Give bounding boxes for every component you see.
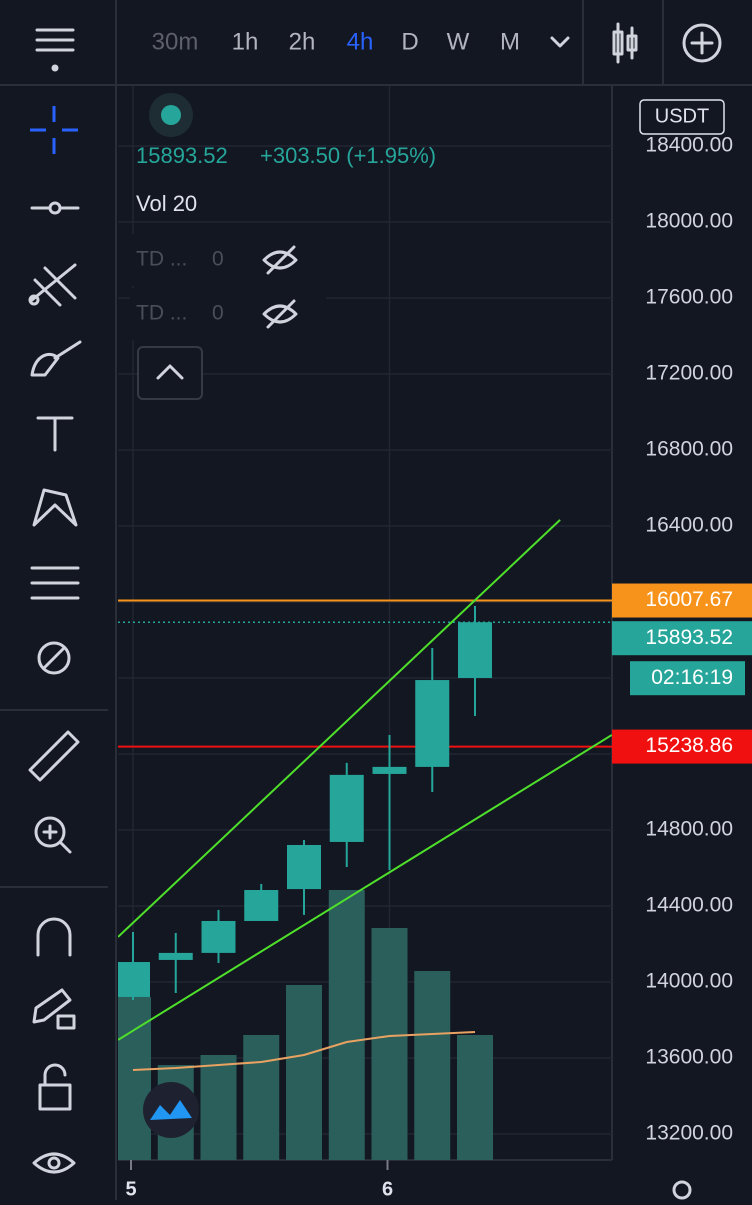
indicator-name: TD ... (136, 302, 187, 325)
logo (150, 1100, 192, 1120)
interval-group: 30m 1h 2h 4h D W M (152, 28, 520, 55)
candle-body (458, 622, 492, 678)
fib-tool[interactable] (30, 566, 80, 600)
candle-body (287, 844, 321, 890)
last-price: 15893.52 (136, 143, 228, 168)
indicator-value: 0 (212, 302, 224, 325)
lock-tool[interactable] (38, 1063, 72, 1111)
currency: USDT (655, 105, 709, 127)
volume-bar (457, 1035, 493, 1160)
volume-bar (414, 971, 451, 1160)
last-price-tag-label: 15893.52 (645, 626, 733, 649)
trendline (118, 734, 612, 1041)
status-dot (161, 105, 181, 125)
candle-body (118, 962, 150, 997)
price-tag-label: 15238.86 (645, 734, 733, 757)
settings-button[interactable] (672, 1180, 692, 1200)
y-tick-label: 18000.00 (645, 210, 733, 233)
y-tick-label: 14000.00 (645, 970, 733, 993)
price-change: +303.50 (+1.95%) (260, 143, 436, 168)
brush-tool[interactable] (30, 340, 82, 377)
volume-bar (328, 890, 365, 1160)
interval[interactable]: 30m (152, 28, 199, 55)
crosshair-tool[interactable] (30, 106, 78, 154)
pattern-tool[interactable] (32, 488, 78, 527)
x-tick-label: 6 (382, 1178, 393, 1200)
eye-strike (266, 245, 296, 275)
indicator-row (130, 288, 326, 340)
zoom-tool[interactable] (34, 816, 72, 854)
y-tick-label: 16400.00 (645, 514, 733, 537)
interval[interactable]: W (447, 28, 470, 55)
interval[interactable]: 4h (347, 28, 374, 55)
interval[interactable]: D (401, 28, 418, 55)
y-tick-label: 17200.00 (645, 362, 733, 385)
chart-type-button[interactable] (612, 22, 638, 64)
hidden-toggle[interactable] (262, 245, 298, 275)
volume-legend: Vol 20 (136, 191, 197, 216)
y-tick-label: 16800.00 (645, 438, 733, 461)
price-tag (612, 583, 752, 618)
countdown: 02:16:19 (651, 666, 733, 689)
price-axis: 13200.00 13600.00 14000.00 14400.00 14800.00… (612, 134, 752, 1145)
add-indicator-button[interactable] (682, 23, 722, 63)
interval-dropdown[interactable] (550, 36, 570, 48)
horizontal-line-tool[interactable] (30, 201, 80, 215)
last-price-tag (612, 621, 752, 656)
candle-body (415, 680, 450, 767)
hidden-toggle[interactable] (262, 299, 298, 329)
indicator-name: TD ... (136, 248, 187, 271)
indicator-row (130, 234, 326, 286)
volume-bar (371, 928, 408, 1160)
volume-bar (243, 1035, 280, 1160)
price-tag-label: 16007.67 (645, 588, 733, 611)
visibility-tool[interactable] (32, 1152, 76, 1174)
text-tool[interactable] (36, 416, 74, 452)
volume-ma (132, 1031, 476, 1071)
volume-bar (286, 985, 322, 1160)
y-tick-label: 18400.00 (645, 134, 733, 157)
y-tick-label: 17600.00 (645, 286, 733, 309)
collapse-button[interactable] (137, 346, 203, 400)
collapse-icon (156, 364, 184, 380)
interval[interactable]: M (500, 28, 520, 55)
menu-button[interactable] (35, 28, 75, 72)
y-tick-label: 13600.00 (645, 1046, 733, 1069)
trend-tool[interactable] (28, 263, 77, 307)
logo-badge (143, 1082, 199, 1138)
trendline (118, 519, 561, 938)
y-tick-label: 14800.00 (645, 818, 733, 841)
countdown-tag (630, 661, 745, 696)
candle-body (158, 952, 193, 960)
interval[interactable]: 1h (232, 28, 259, 55)
x-tick-label: 5 (125, 1178, 136, 1200)
candle-body (372, 766, 407, 774)
remove-tool[interactable] (37, 641, 71, 675)
eye-strike (266, 299, 296, 329)
magnet-tool[interactable] (36, 917, 72, 957)
candle-body (329, 774, 364, 842)
ruler-tool[interactable] (28, 730, 80, 782)
currency-box[interactable] (639, 99, 725, 135)
price-tag (612, 729, 752, 764)
candle-body (244, 890, 279, 921)
indicator-value: 0 (212, 248, 224, 271)
y-tick-label: 13200.00 (645, 1122, 733, 1145)
candle-body (201, 920, 236, 953)
indicator-list: TD ... 0 TD ... 0 (130, 234, 326, 340)
lock-drawing-tool[interactable] (32, 988, 76, 1030)
interval[interactable]: 2h (289, 28, 316, 55)
y-tick-label: 14400.00 (645, 894, 733, 917)
plot-area (118, 86, 612, 1160)
volume-bar (118, 997, 151, 1160)
volume-bar (200, 1055, 237, 1160)
